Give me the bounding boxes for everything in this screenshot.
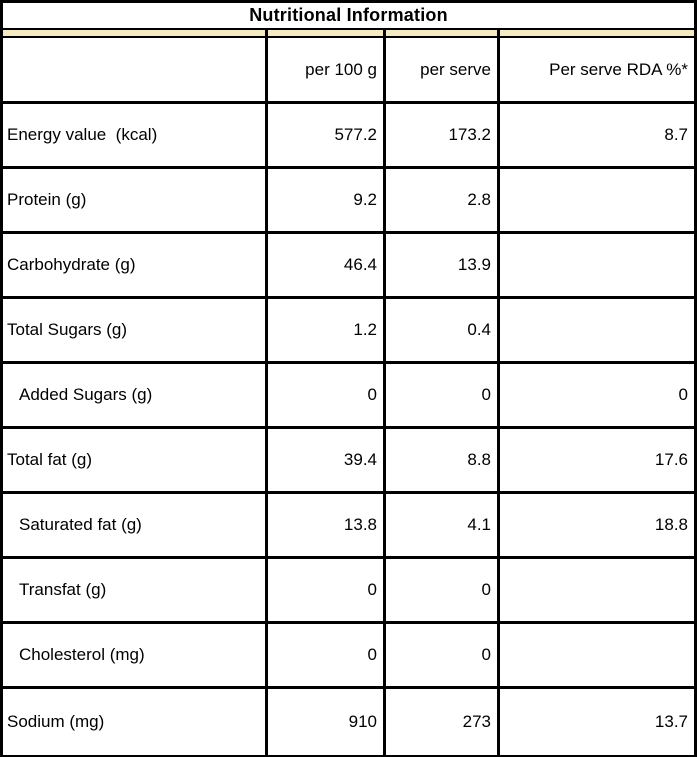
table-title: Nutritional Information	[3, 3, 694, 30]
per-100g-value: 0	[265, 364, 383, 426]
per-100g-value: 46.4	[265, 234, 383, 296]
header-per-100g: per 100 g	[265, 38, 383, 101]
accent-strip-cell	[265, 30, 383, 36]
row-label: Carbohydrate (g)	[7, 255, 136, 274]
accent-strip-cell	[497, 30, 694, 36]
row-label: Energy value (kcal)	[7, 125, 158, 144]
header-rda-percent: Per serve RDA %*	[497, 38, 694, 101]
table-row-saturated-fat: Saturated fat (g) 13.8 4.1 18.8	[3, 494, 694, 559]
per-100g-value: 0	[265, 624, 383, 686]
rda-value	[497, 624, 694, 686]
rda-value: 17.6	[497, 429, 694, 491]
rda-value: 8.7	[497, 104, 694, 166]
per-serve-value: 2.8	[383, 169, 497, 231]
row-label: Transfat (g)	[19, 580, 107, 599]
rda-value	[497, 299, 694, 361]
per-serve-value: 0.4	[383, 299, 497, 361]
row-label: Saturated fat (g)	[19, 515, 142, 534]
row-label: Total fat (g)	[7, 450, 93, 469]
per-100g-value: 39.4	[265, 429, 383, 491]
per-serve-value: 4.1	[383, 494, 497, 556]
rda-value: 18.8	[497, 494, 694, 556]
row-label: Added Sugars (g)	[19, 385, 153, 404]
per-serve-value: 0	[383, 559, 497, 621]
row-label: Cholesterol (mg)	[19, 645, 145, 664]
header-row: per 100 g per serve Per serve RDA %*	[3, 38, 694, 104]
rda-value	[497, 169, 694, 231]
table-row-cholesterol: Cholesterol (mg) 0 0	[3, 624, 694, 689]
header-per-serve: per serve	[383, 38, 497, 101]
rda-value: 0	[497, 364, 694, 426]
per-serve-value: 0	[383, 364, 497, 426]
per-100g-value: 13.8	[265, 494, 383, 556]
row-label: Protein (g)	[7, 190, 87, 209]
per-100g-value: 1.2	[265, 299, 383, 361]
per-100g-value: 577.2	[265, 104, 383, 166]
row-label: Total Sugars (g)	[7, 320, 127, 339]
per-serve-value: 13.9	[383, 234, 497, 296]
accent-strip-cell	[3, 30, 265, 36]
per-serve-value: 8.8	[383, 429, 497, 491]
per-serve-value: 173.2	[383, 104, 497, 166]
per-100g-value: 0	[265, 559, 383, 621]
accent-strip	[3, 30, 694, 38]
per-100g-value: 9.2	[265, 169, 383, 231]
accent-strip-cell	[383, 30, 497, 36]
table-row-energy: Energy value (kcal) 577.2 173.2 8.7	[3, 104, 694, 169]
header-empty-cell	[3, 38, 265, 101]
table-row-carbohydrate: Carbohydrate (g) 46.4 13.9	[3, 234, 694, 299]
table-row-added-sugars: Added Sugars (g) 0 0 0	[3, 364, 694, 429]
table-row-transfat: Transfat (g) 0 0	[3, 559, 694, 624]
rda-value: 13.7	[497, 689, 694, 755]
row-label: Sodium (mg)	[7, 712, 105, 731]
table-row-protein: Protein (g) 9.2 2.8	[3, 169, 694, 234]
table-row-total-sugars: Total Sugars (g) 1.2 0.4	[3, 299, 694, 364]
table-row-total-fat: Total fat (g) 39.4 8.8 17.6	[3, 429, 694, 494]
per-serve-value: 273	[383, 689, 497, 755]
table-row-sodium: Sodium (mg) 910 273 13.7	[3, 689, 694, 755]
rda-value	[497, 559, 694, 621]
rda-value	[497, 234, 694, 296]
per-serve-value: 0	[383, 624, 497, 686]
per-100g-value: 910	[265, 689, 383, 755]
